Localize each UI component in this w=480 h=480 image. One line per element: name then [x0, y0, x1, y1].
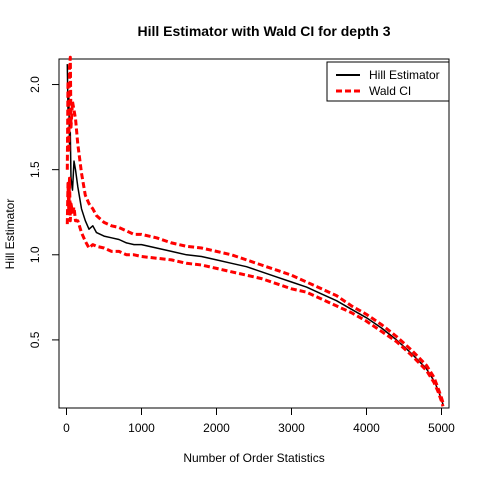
x-tick-label: 0: [63, 421, 70, 435]
chart-title: Hill Estimator with Wald CI for depth 3: [137, 23, 390, 39]
x-tick-label: 1000: [128, 421, 155, 435]
y-tick-label: 1.0: [28, 246, 42, 263]
legend-box: [326, 61, 450, 102]
y-tick-label: 1.5: [28, 161, 42, 178]
series-line-2: [65, 55, 445, 404]
x-axis: 0 1000 2000 3000 4000 5000: [63, 407, 455, 435]
y-tick-label: 0.5: [28, 331, 42, 348]
series-line-0: [66, 64, 444, 405]
x-tick-label: 3000: [278, 421, 305, 435]
y-axis-label: Hill Estimator: [3, 199, 17, 270]
legend-label-hill: Hill Estimator: [369, 68, 440, 82]
legend-label-wald: Wald CI: [369, 84, 411, 98]
plot-frame: [58, 58, 450, 409]
y-tick-label: 2.0: [28, 76, 42, 93]
x-tick-label: 2000: [203, 421, 230, 435]
x-axis-label: Number of Order Statistics: [183, 451, 324, 465]
plot-lines: [65, 55, 445, 407]
series-line-1: [65, 176, 445, 407]
legend: Hill Estimator Wald CI: [326, 61, 450, 102]
x-tick-label: 4000: [353, 421, 380, 435]
x-tick-label: 5000: [428, 421, 455, 435]
y-axis: 0.5 1.0 1.5 2.0: [28, 76, 60, 348]
